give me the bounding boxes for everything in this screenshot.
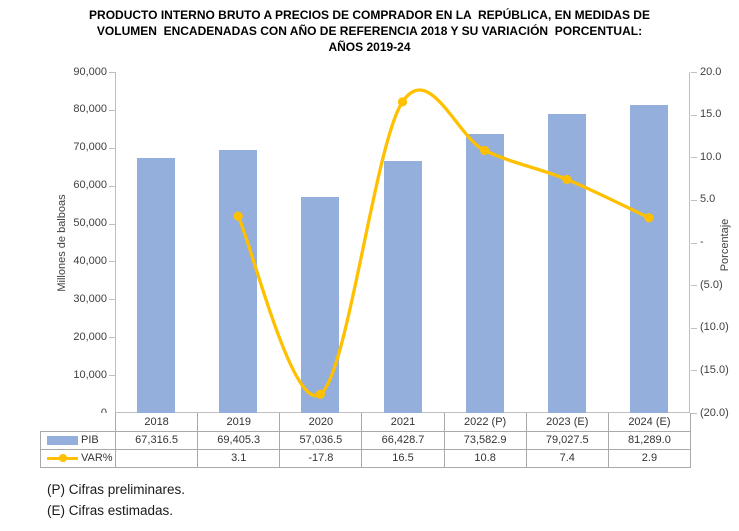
y-right-tick-mark — [691, 285, 697, 287]
data-table: 2018 2019 2020 2021 2022 (P) 2023 (E) 2024 (E)… — [40, 413, 692, 468]
year-header-cell: 2020 — [279, 413, 363, 432]
value-cell-var: 16.5 — [361, 448, 445, 468]
y-left-tick-mark — [109, 375, 115, 377]
y-right-tick-mark — [691, 242, 697, 244]
y-left-tick-mark — [109, 147, 115, 149]
table-corner-cell — [40, 413, 116, 432]
table-row-pib: PIB 67,316.5 69,405.3 57,036.5 66,428.7 73,58… — [40, 430, 692, 450]
legend-cell-pib: PIB — [40, 430, 116, 450]
y-left-tick-label: 30,000 — [73, 292, 107, 305]
y-right-tick-mark — [691, 157, 697, 159]
y-right-tick-label: 10.0 — [700, 150, 722, 163]
y-left-tick-label: 40,000 — [73, 254, 107, 267]
y-right-tick-mark — [691, 327, 697, 329]
pib-bar-2018 — [137, 157, 176, 413]
var-legend-dot — [59, 454, 67, 462]
y-left-tick-mark — [109, 337, 115, 339]
value-cell-pib: 67,316.5 — [114, 430, 199, 450]
legend-cell-var: VAR% — [40, 448, 116, 468]
value-cell-var: 2.9 — [607, 448, 692, 468]
y-left-tick-mark — [109, 185, 115, 187]
year-header-cell: 2024 (E) — [607, 413, 692, 432]
y-axis-left-title: Millones de balboas — [56, 193, 68, 292]
y-left-tick-mark — [109, 72, 115, 73]
table-row-years: 2018 2019 2020 2021 2022 (P) 2023 (E) 2024 (E) — [40, 413, 692, 432]
footnote-preliminary: (P) Cifras preliminares. — [47, 482, 186, 497]
value-cell-var — [114, 448, 199, 468]
chart-title-line-1: PRODUCTO INTERNO BRUTO A PRECIOS DE COMP… — [89, 8, 650, 22]
chart-title-line-2: VOLUMEN ENCADENADAS CON AÑO DE REFERENCI… — [96, 24, 643, 38]
pib-bar-2023 — [547, 113, 586, 413]
pib-bar-2019 — [219, 150, 258, 413]
pib-bar-2024 — [629, 105, 668, 413]
y-right-tick-label: (5.0) — [700, 278, 723, 291]
y-right-tick-mark — [691, 114, 697, 116]
value-cell-pib: 79,027.5 — [525, 430, 609, 450]
pib-legend-key-icon — [47, 435, 78, 445]
value-cell-pib: 73,582.9 — [443, 430, 527, 450]
pib-bar-2021 — [383, 161, 422, 413]
y-right-tick-mark — [691, 199, 697, 201]
pib-bar-2022 — [465, 134, 504, 413]
y-right-tick-label: 15.0 — [700, 108, 722, 121]
y-left-tick-label: 0 — [47, 407, 107, 420]
y-right-tick-label: 20.0 — [700, 65, 722, 78]
y-left-tick-label: 10,000 — [73, 368, 107, 381]
y-left-tick-label: 70,000 — [73, 141, 107, 154]
y-left-tick-mark — [109, 109, 115, 111]
legend-label-var: VAR% — [81, 452, 113, 464]
value-cell-pib: 66,428.7 — [361, 430, 445, 450]
y-right-tick-mark — [691, 413, 697, 414]
footnotes: (P) Cifras preliminares. (E) Cifras esti… — [47, 479, 185, 521]
y-left-tick-label: 60,000 — [73, 179, 107, 192]
value-cell-var: 7.4 — [525, 448, 609, 468]
y-right-tick-mark — [691, 370, 697, 372]
year-header-cell: 2018 — [114, 413, 199, 432]
year-header-cell: 2019 — [197, 413, 281, 432]
y-right-tick-mark — [691, 72, 697, 73]
value-cell-pib: 69,405.3 — [197, 430, 281, 450]
y-left-tick-label: 20,000 — [73, 330, 107, 343]
value-cell-pib: 81,289.0 — [607, 430, 692, 450]
year-header-cell: 2023 (E) — [525, 413, 609, 432]
y-left-tick-mark — [109, 261, 115, 263]
y-axis-right-title: Porcentaje — [719, 218, 731, 272]
pib-bar-2020 — [301, 196, 340, 413]
y-left-tick-mark — [109, 299, 115, 301]
legend-label-pib: PIB — [81, 434, 99, 446]
value-cell-pib: 57,036.5 — [279, 430, 363, 450]
table-row-var: VAR% 3.1 -17.8 16.5 10.8 7.4 2.9 — [40, 448, 692, 468]
year-header-cell: 2021 — [361, 413, 445, 432]
footnote-estimated: (E) Cifras estimadas. — [47, 503, 174, 518]
y-right-tick-label: 5.0 — [700, 193, 716, 206]
y-left-tick-label: 90,000 — [73, 65, 107, 78]
chart-title-line-3: AÑOS 2019-24 — [328, 40, 411, 54]
var-legend-key-icon — [47, 453, 78, 463]
y-left-tick-mark — [109, 223, 115, 225]
value-cell-var: -17.8 — [279, 448, 363, 468]
y-left-tick-label: 80,000 — [73, 103, 107, 116]
y-right-tick-label: (20.0) — [700, 406, 729, 419]
y-right-tick-label: - — [700, 236, 704, 248]
y-right-tick-label: (15.0) — [700, 363, 729, 376]
y-left-tick-label: 50,000 — [73, 217, 107, 230]
y-right-tick-label: (10.0) — [700, 321, 729, 334]
value-cell-var: 3.1 — [197, 448, 281, 468]
chart-title: PRODUCTO INTERNO BRUTO A PRECIOS DE COMP… — [0, 7, 739, 55]
year-header-cell: 2022 (P) — [443, 413, 527, 432]
value-cell-var: 10.8 — [443, 448, 527, 468]
